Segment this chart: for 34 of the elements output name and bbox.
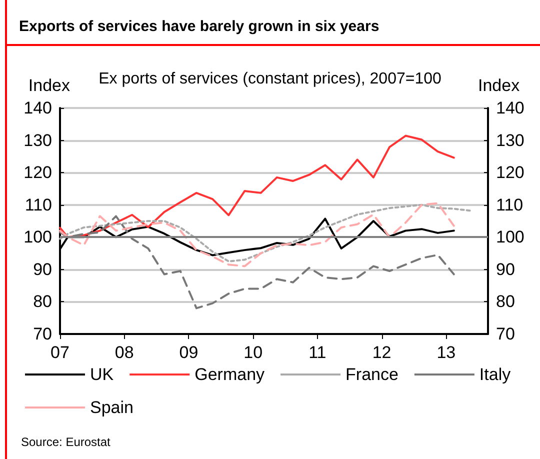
x-tick-label: 07 bbox=[50, 343, 70, 362]
y2-tick-label: 130 bbox=[496, 130, 524, 150]
y2-tick-label: 100 bbox=[496, 228, 524, 247]
chart-title: Exports of services have barely grown in six years bbox=[19, 18, 380, 35]
x-tick-label: 11 bbox=[308, 343, 326, 362]
y2-tick-label: 110 bbox=[496, 195, 524, 214]
source-note: Source: Eurostat bbox=[21, 435, 112, 449]
chart-subtitle: Ex ports of services (constant prices), 2007=100 bbox=[98, 70, 442, 88]
legend-label: Spain bbox=[90, 398, 134, 417]
y2-axis-title: Index bbox=[478, 76, 520, 95]
y2-tick-label: 120 bbox=[496, 163, 524, 182]
y-tick-label: 80 bbox=[33, 292, 52, 312]
y-tick-label: 110 bbox=[24, 195, 52, 214]
legend-label: UK bbox=[90, 365, 114, 384]
y-tick-label: 140 bbox=[24, 98, 52, 118]
x-tick-label: 08 bbox=[114, 343, 134, 362]
y-tick-label: 130 bbox=[24, 130, 52, 150]
legend-label: Italy bbox=[479, 365, 512, 384]
y-tick-label: 90 bbox=[33, 260, 52, 279]
y2-tick-label: 90 bbox=[496, 260, 515, 279]
x-tick-label: 09 bbox=[179, 343, 198, 362]
y2-tick-label: 140 bbox=[496, 98, 524, 118]
y-tick-label: 100 bbox=[24, 228, 52, 247]
y-tick-label: 120 bbox=[24, 163, 52, 182]
y2-tick-label: 70 bbox=[496, 324, 515, 344]
line-series bbox=[59, 134, 455, 238]
y2-tick-label: 80 bbox=[496, 292, 515, 312]
legend-label: Germany bbox=[194, 365, 266, 384]
x-tick-label: 10 bbox=[244, 343, 263, 362]
y-tick-label: 70 bbox=[33, 324, 52, 344]
legend-label: France bbox=[346, 365, 398, 384]
x-tick-label: 12 bbox=[372, 343, 392, 362]
y-axis-title: Index bbox=[28, 76, 70, 95]
x-tick-label: 13 bbox=[436, 343, 456, 362]
